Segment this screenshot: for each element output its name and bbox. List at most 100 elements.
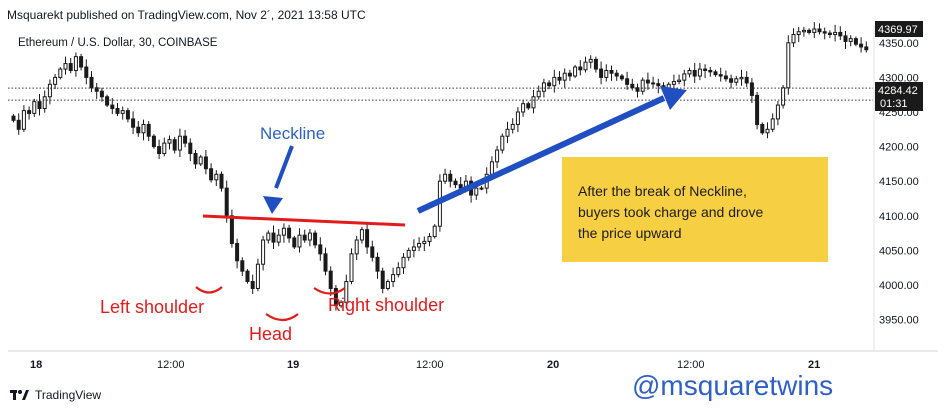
price-axis: 4350.004300.004250.004200.004150.004100.…: [879, 38, 919, 327]
candle-up: [515, 111, 520, 125]
candle-up: [583, 61, 588, 71]
candle-up: [32, 101, 37, 114]
candle-down: [318, 244, 323, 255]
candle-down: [37, 101, 42, 110]
candle-down: [370, 246, 375, 258]
candle-up: [474, 187, 479, 196]
candle-down: [245, 270, 250, 283]
candle-down: [843, 35, 848, 42]
candle-down: [333, 287, 338, 307]
candle-down: [235, 242, 240, 262]
candle-down: [599, 68, 604, 78]
candle-down: [125, 110, 130, 120]
candle-up: [21, 110, 26, 130]
candle-down: [609, 69, 614, 74]
candle-down: [287, 227, 292, 239]
candle-down: [807, 29, 812, 33]
candle-up: [848, 38, 853, 42]
candle-down: [744, 76, 749, 84]
candle-up: [177, 135, 182, 151]
candle-up: [765, 128, 770, 134]
candle-up: [500, 135, 505, 151]
candle-down: [703, 68, 708, 71]
breakout-arrow-head: [660, 86, 687, 110]
candle-down: [110, 104, 115, 110]
candle-up: [344, 281, 349, 303]
candle-down: [151, 135, 156, 148]
candle-down: [708, 69, 713, 73]
candle-down: [755, 94, 760, 125]
candle-down: [136, 126, 141, 134]
tradingview-brand: TradingView: [10, 388, 101, 402]
candle-up: [297, 234, 302, 248]
candle-down: [99, 90, 104, 98]
candle-down: [526, 103, 531, 109]
candle-up: [396, 267, 401, 276]
candle-up: [781, 87, 786, 106]
y-tick-label: 4100.00: [879, 211, 919, 223]
left-shoulder-bracket: [195, 286, 223, 294]
candle-up: [214, 173, 219, 181]
candle-up: [198, 156, 203, 165]
symbol-title: Ethereum / U.S. Dollar, 30, COINBASE: [18, 37, 218, 49]
candle-down: [105, 96, 110, 106]
candle-up: [588, 58, 593, 63]
candle-up: [167, 139, 172, 144]
x-tick-label: 19: [287, 359, 299, 371]
candle-down: [229, 215, 234, 244]
publish-line: Msquarekt published on TradingView.com, …: [7, 8, 366, 22]
candle-up: [734, 78, 739, 83]
candle-up: [552, 76, 557, 87]
candle-up: [354, 239, 359, 255]
candle-up: [53, 76, 58, 85]
candle-up: [739, 76, 744, 80]
candle-down: [157, 146, 162, 155]
candle-down: [713, 71, 718, 76]
candle-down: [146, 123, 151, 137]
candle-down: [630, 83, 635, 89]
candle-down: [453, 180, 458, 186]
candle-down: [567, 72, 572, 77]
candle-up: [120, 110, 125, 114]
neckline-label: Neckline: [260, 124, 325, 143]
candle-down: [817, 28, 822, 33]
candle-up: [541, 82, 546, 92]
price-tag-top-bg: [875, 21, 923, 37]
candle-down: [131, 118, 136, 128]
candle-down: [692, 69, 697, 77]
candle-up: [536, 90, 541, 98]
price-tag-last-text: 4284.42: [878, 85, 918, 97]
price-tag-top: 4369.97: [875, 21, 923, 37]
candle-up: [682, 73, 687, 81]
candle-down: [822, 31, 827, 34]
candle-up: [812, 28, 817, 33]
candle-up: [489, 161, 494, 175]
candle-down: [718, 74, 723, 77]
candle-up: [141, 123, 146, 134]
candle-down: [224, 187, 229, 217]
candle-up: [604, 69, 609, 78]
x-tick-label: 12:00: [157, 359, 185, 371]
candle-up: [432, 225, 437, 238]
candle-down: [593, 58, 598, 70]
candle-down: [240, 260, 245, 272]
candle-up: [266, 232, 271, 241]
candle-up: [521, 103, 526, 113]
right-shoulder-label: Right shoulder: [328, 295, 444, 315]
candle-up: [833, 31, 838, 35]
neckline-pointer-shaft: [274, 145, 294, 189]
candle-down: [89, 76, 94, 89]
head-bracket: [265, 313, 299, 322]
candle-down: [219, 173, 224, 189]
candle-down: [79, 56, 84, 68]
candle-up: [307, 232, 312, 241]
candle-up: [359, 229, 364, 241]
candle-down: [723, 75, 728, 80]
candle-down: [760, 123, 765, 134]
candle-up: [255, 263, 260, 289]
candle-down: [250, 281, 255, 289]
candle-up: [261, 239, 266, 265]
candle-down: [84, 66, 89, 78]
neckline-pointer-head: [263, 196, 283, 214]
price-tag-countdown: 01:31: [880, 98, 908, 110]
